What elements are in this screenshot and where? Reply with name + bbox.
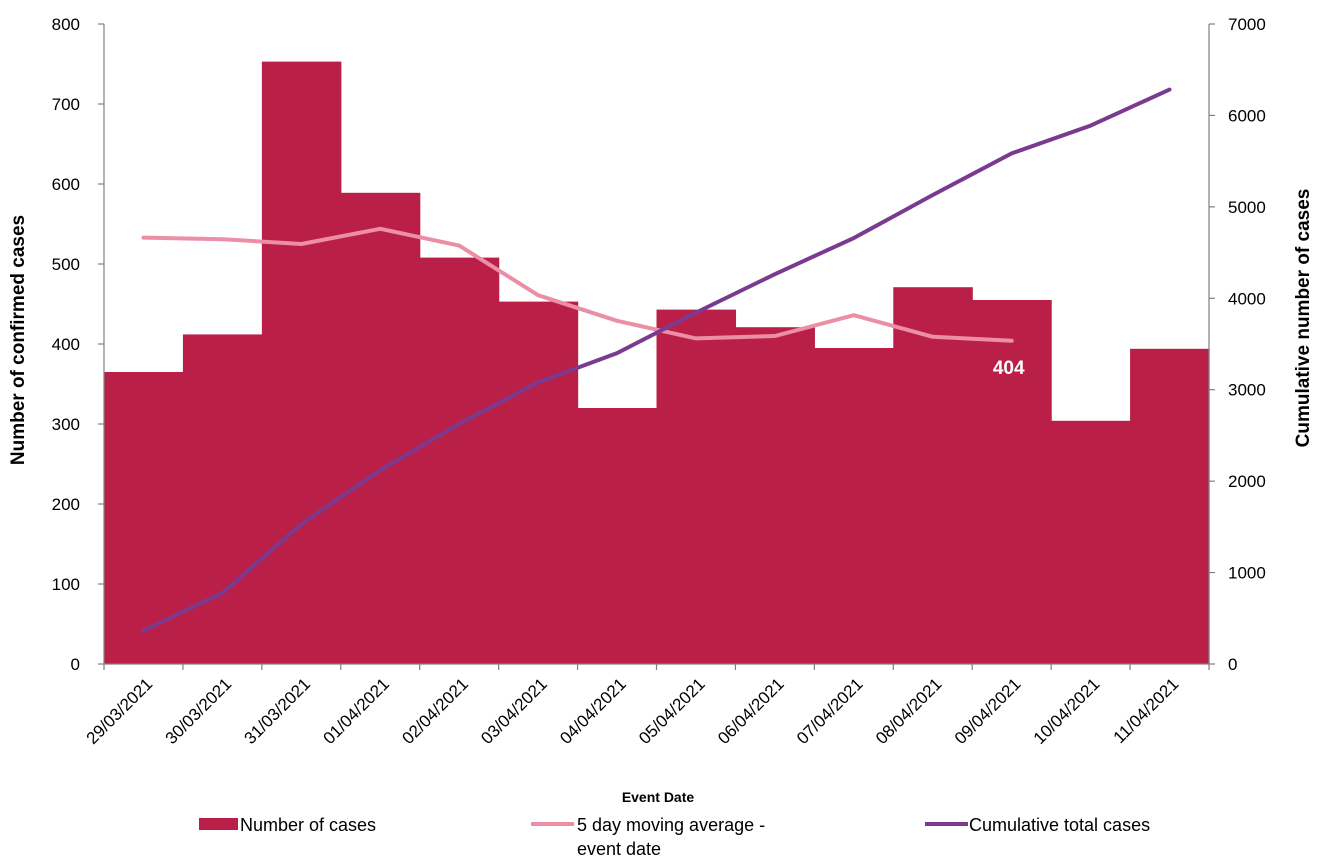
bars-group <box>104 61 1210 665</box>
bar-03/04/2021 <box>498 301 579 664</box>
x-tick-label: 03/04/2021 <box>477 674 551 748</box>
y2-tick-label: 1000 <box>1228 564 1266 583</box>
bar-30/03/2021 <box>182 334 263 664</box>
legend: Number of cases 5 day moving average - e… <box>199 815 1150 859</box>
cumulative-line <box>141 87 1172 633</box>
x-tick-label: 11/04/2021 <box>1110 674 1183 747</box>
bar-02/04/2021 <box>419 257 500 664</box>
y-tick-label: 700 <box>52 95 80 114</box>
x-tick-label: 06/04/2021 <box>714 674 788 748</box>
data-label-moving-average: 404 <box>993 358 1025 379</box>
y2-tick-label: 6000 <box>1228 106 1266 125</box>
bar-04/04/2021 <box>577 408 658 664</box>
legend-label-line-2: event date <box>577 839 661 859</box>
bar-09/04/2021 <box>972 300 1052 664</box>
y-tick-label: 100 <box>52 575 80 594</box>
x-tick-label: 08/04/2021 <box>872 674 946 748</box>
y-tick-label: 400 <box>52 335 80 354</box>
lines-group: 404 <box>141 87 1172 633</box>
bar-01/04/2021 <box>340 192 421 665</box>
x-tick-label: 05/04/2021 <box>635 674 709 748</box>
legend-label-line-1: 5 day moving average - <box>577 815 765 835</box>
y-tick-label: 0 <box>71 655 80 674</box>
legend-label: Number of cases <box>240 815 376 835</box>
x-tick-label: 01/04/2021 <box>319 674 393 748</box>
y-tick-label: 300 <box>52 415 80 434</box>
bar-05/04/2021 <box>656 309 737 664</box>
y-tick-label: 500 <box>52 255 80 274</box>
legend-label: Cumulative total cases <box>969 815 1150 835</box>
x-tick-label: 10/04/2021 <box>1030 674 1104 748</box>
legend-item-cumulative: Cumulative total cases <box>925 815 1150 835</box>
legend-swatch-bars <box>199 818 238 830</box>
x-tick-label: 07/04/2021 <box>793 674 867 748</box>
x-tick-label: 04/04/2021 <box>556 674 630 748</box>
x-tick-label: 29/03/2021 <box>83 674 157 748</box>
y-tick-label: 600 <box>52 175 80 194</box>
x-axis-title: Event Date <box>622 789 695 805</box>
moving-average-line <box>141 226 1014 343</box>
bar-31/03/2021 <box>261 61 342 665</box>
x-tick-label: 02/04/2021 <box>398 674 472 748</box>
legend-item-moving-average: 5 day moving average - event date <box>531 815 765 859</box>
x-tick-label: 30/03/2021 <box>162 674 236 748</box>
bar-07/04/2021 <box>814 348 894 664</box>
y2-tick-label: 0 <box>1228 655 1237 674</box>
y2-tick-label: 2000 <box>1228 472 1266 491</box>
y2-axis-title: Cumulative number of cases <box>1293 189 1314 448</box>
y2-tick-label: 5000 <box>1228 198 1266 217</box>
x-tick-label: 31/03/2021 <box>241 674 315 748</box>
x-tick-label: 09/04/2021 <box>951 674 1025 748</box>
y-axis-title: Number of confirmed cases <box>8 215 29 465</box>
bar-11/04/2021 <box>1130 348 1210 664</box>
y2-tick-label: 7000 <box>1228 15 1266 34</box>
bar-10/04/2021 <box>1051 420 1131 664</box>
y-tick-label: 800 <box>52 15 80 34</box>
y-tick-label: 200 <box>52 495 80 514</box>
y2-tick-label: 3000 <box>1228 381 1266 400</box>
bar-29/03/2021 <box>104 372 184 664</box>
bar-06/04/2021 <box>735 327 815 664</box>
y2-tick-label: 4000 <box>1228 289 1266 308</box>
legend-item-number-of-cases: Number of cases <box>199 815 376 835</box>
bar-08/04/2021 <box>893 287 973 664</box>
